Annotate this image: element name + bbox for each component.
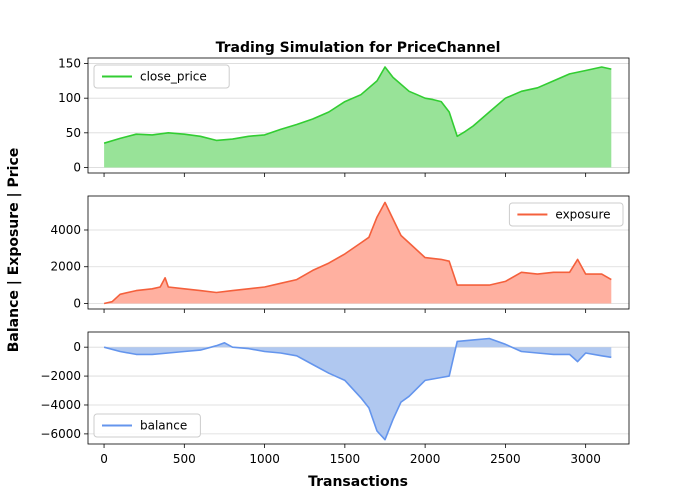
close_price-line bbox=[103, 66, 612, 144]
panel-balance: 0 −2000 −4000 −6000 0 500 1000 1500 2000 2500 3000… bbox=[40, 331, 630, 466]
legend-label: close_price bbox=[140, 70, 207, 84]
exposure-line bbox=[103, 201, 612, 305]
panel-close_price: 0 50 100 150 close_price bbox=[58, 57, 630, 177]
y-tick-label: −6000 bbox=[40, 427, 81, 441]
x-tick-label: 500 bbox=[173, 452, 196, 466]
legend-box bbox=[508, 202, 624, 227]
axes-frame bbox=[87, 57, 630, 174]
y-axis-label: Balance | Exposure | Price bbox=[6, 148, 22, 353]
y-tick-label: 50 bbox=[66, 126, 81, 140]
x-tick-label: 0 bbox=[100, 452, 108, 466]
axes-frame bbox=[87, 331, 630, 445]
x-tick-label: 2500 bbox=[490, 452, 521, 466]
chart-title: Trading Simulation for PriceChannel bbox=[216, 40, 501, 56]
legend-box bbox=[93, 64, 230, 89]
x-tick-label: 1500 bbox=[330, 452, 361, 466]
balance-legend: balance bbox=[93, 413, 201, 438]
balance-line bbox=[103, 337, 612, 441]
exposure-area bbox=[104, 202, 612, 304]
y-tick-label: 150 bbox=[58, 57, 81, 71]
y-tick-label: 2000 bbox=[50, 260, 81, 274]
panel-exposure: 0 2000 4000 exposure bbox=[50, 195, 630, 313]
axes-frame bbox=[87, 195, 630, 310]
legend-label: exposure bbox=[555, 208, 610, 222]
exposure-legend: exposure bbox=[508, 202, 624, 227]
legend-label: balance bbox=[140, 419, 187, 433]
panels: 0 50 100 150 close_price 0 2000 4000 exposure 0 −2… bbox=[40, 57, 630, 466]
x-tick-label: 1000 bbox=[249, 452, 280, 466]
balance-area bbox=[104, 338, 612, 440]
close_price-legend: close_price bbox=[93, 64, 230, 89]
y-tick-label: −4000 bbox=[40, 398, 81, 412]
y-tick-label: −2000 bbox=[40, 369, 81, 383]
y-tick-label: 0 bbox=[73, 160, 81, 174]
legend-box bbox=[93, 413, 201, 438]
x-tick-label: 2000 bbox=[410, 452, 441, 466]
y-tick-label: 0 bbox=[73, 340, 81, 354]
close_price-area bbox=[104, 67, 612, 168]
y-tick-label: 0 bbox=[73, 296, 81, 310]
y-tick-label: 100 bbox=[58, 91, 81, 105]
y-tick-label: 4000 bbox=[50, 223, 81, 237]
x-axis-label: Transactions bbox=[308, 474, 408, 490]
x-tick-label: 3000 bbox=[570, 452, 601, 466]
